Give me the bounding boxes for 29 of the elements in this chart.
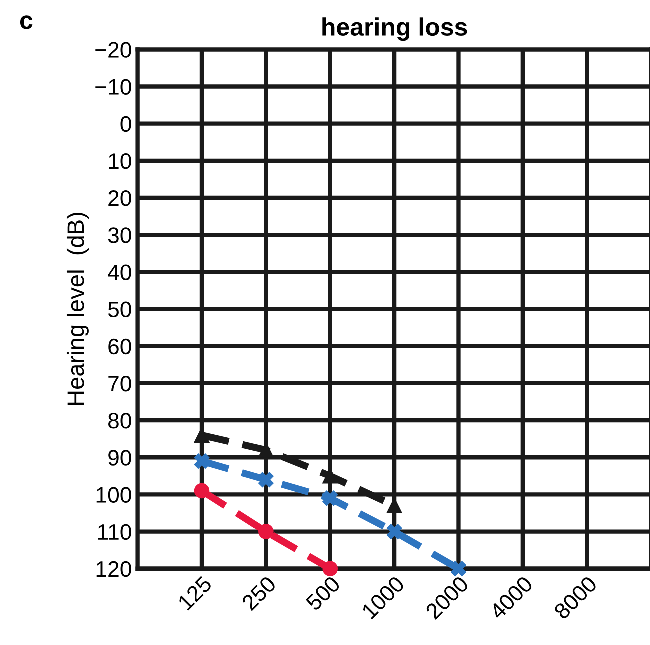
y-tick-label: 30 — [108, 228, 132, 244]
y-tick-label: 0 — [120, 116, 132, 132]
y-tick-label: 60 — [108, 338, 132, 355]
point — [258, 524, 274, 540]
point — [258, 472, 274, 488]
y-tick-label: 110 — [98, 524, 132, 540]
point — [194, 483, 210, 499]
point — [451, 561, 466, 577]
y-tick-label: 70 — [108, 376, 132, 392]
x-tick-label: 125 — [177, 576, 213, 612]
x-tick-label: 250 — [241, 575, 278, 612]
y-tick-label: 20 — [108, 190, 132, 206]
point — [194, 454, 210, 469]
y-tick-label: 90 — [108, 450, 132, 466]
x-tick-label: 500 — [305, 575, 342, 612]
y-tick-label: −10 — [96, 79, 132, 96]
point — [386, 524, 402, 540]
y-tick-label: 40 — [108, 264, 132, 280]
y-tick-label: 50 — [108, 302, 132, 318]
chart-title: hearing loss — [322, 18, 468, 42]
y-tick-label: −20 — [96, 42, 132, 58]
y-tick-label: 120 — [96, 561, 132, 578]
point — [322, 490, 338, 506]
y-tick-label: 10 — [109, 153, 132, 170]
point — [322, 561, 338, 577]
y-tick-label: 100 — [96, 487, 132, 503]
y-axis-title: Hearing level (dB) — [66, 212, 89, 406]
y-tick-label: 80 — [108, 413, 132, 429]
text: c — [20, 16, 33, 30]
